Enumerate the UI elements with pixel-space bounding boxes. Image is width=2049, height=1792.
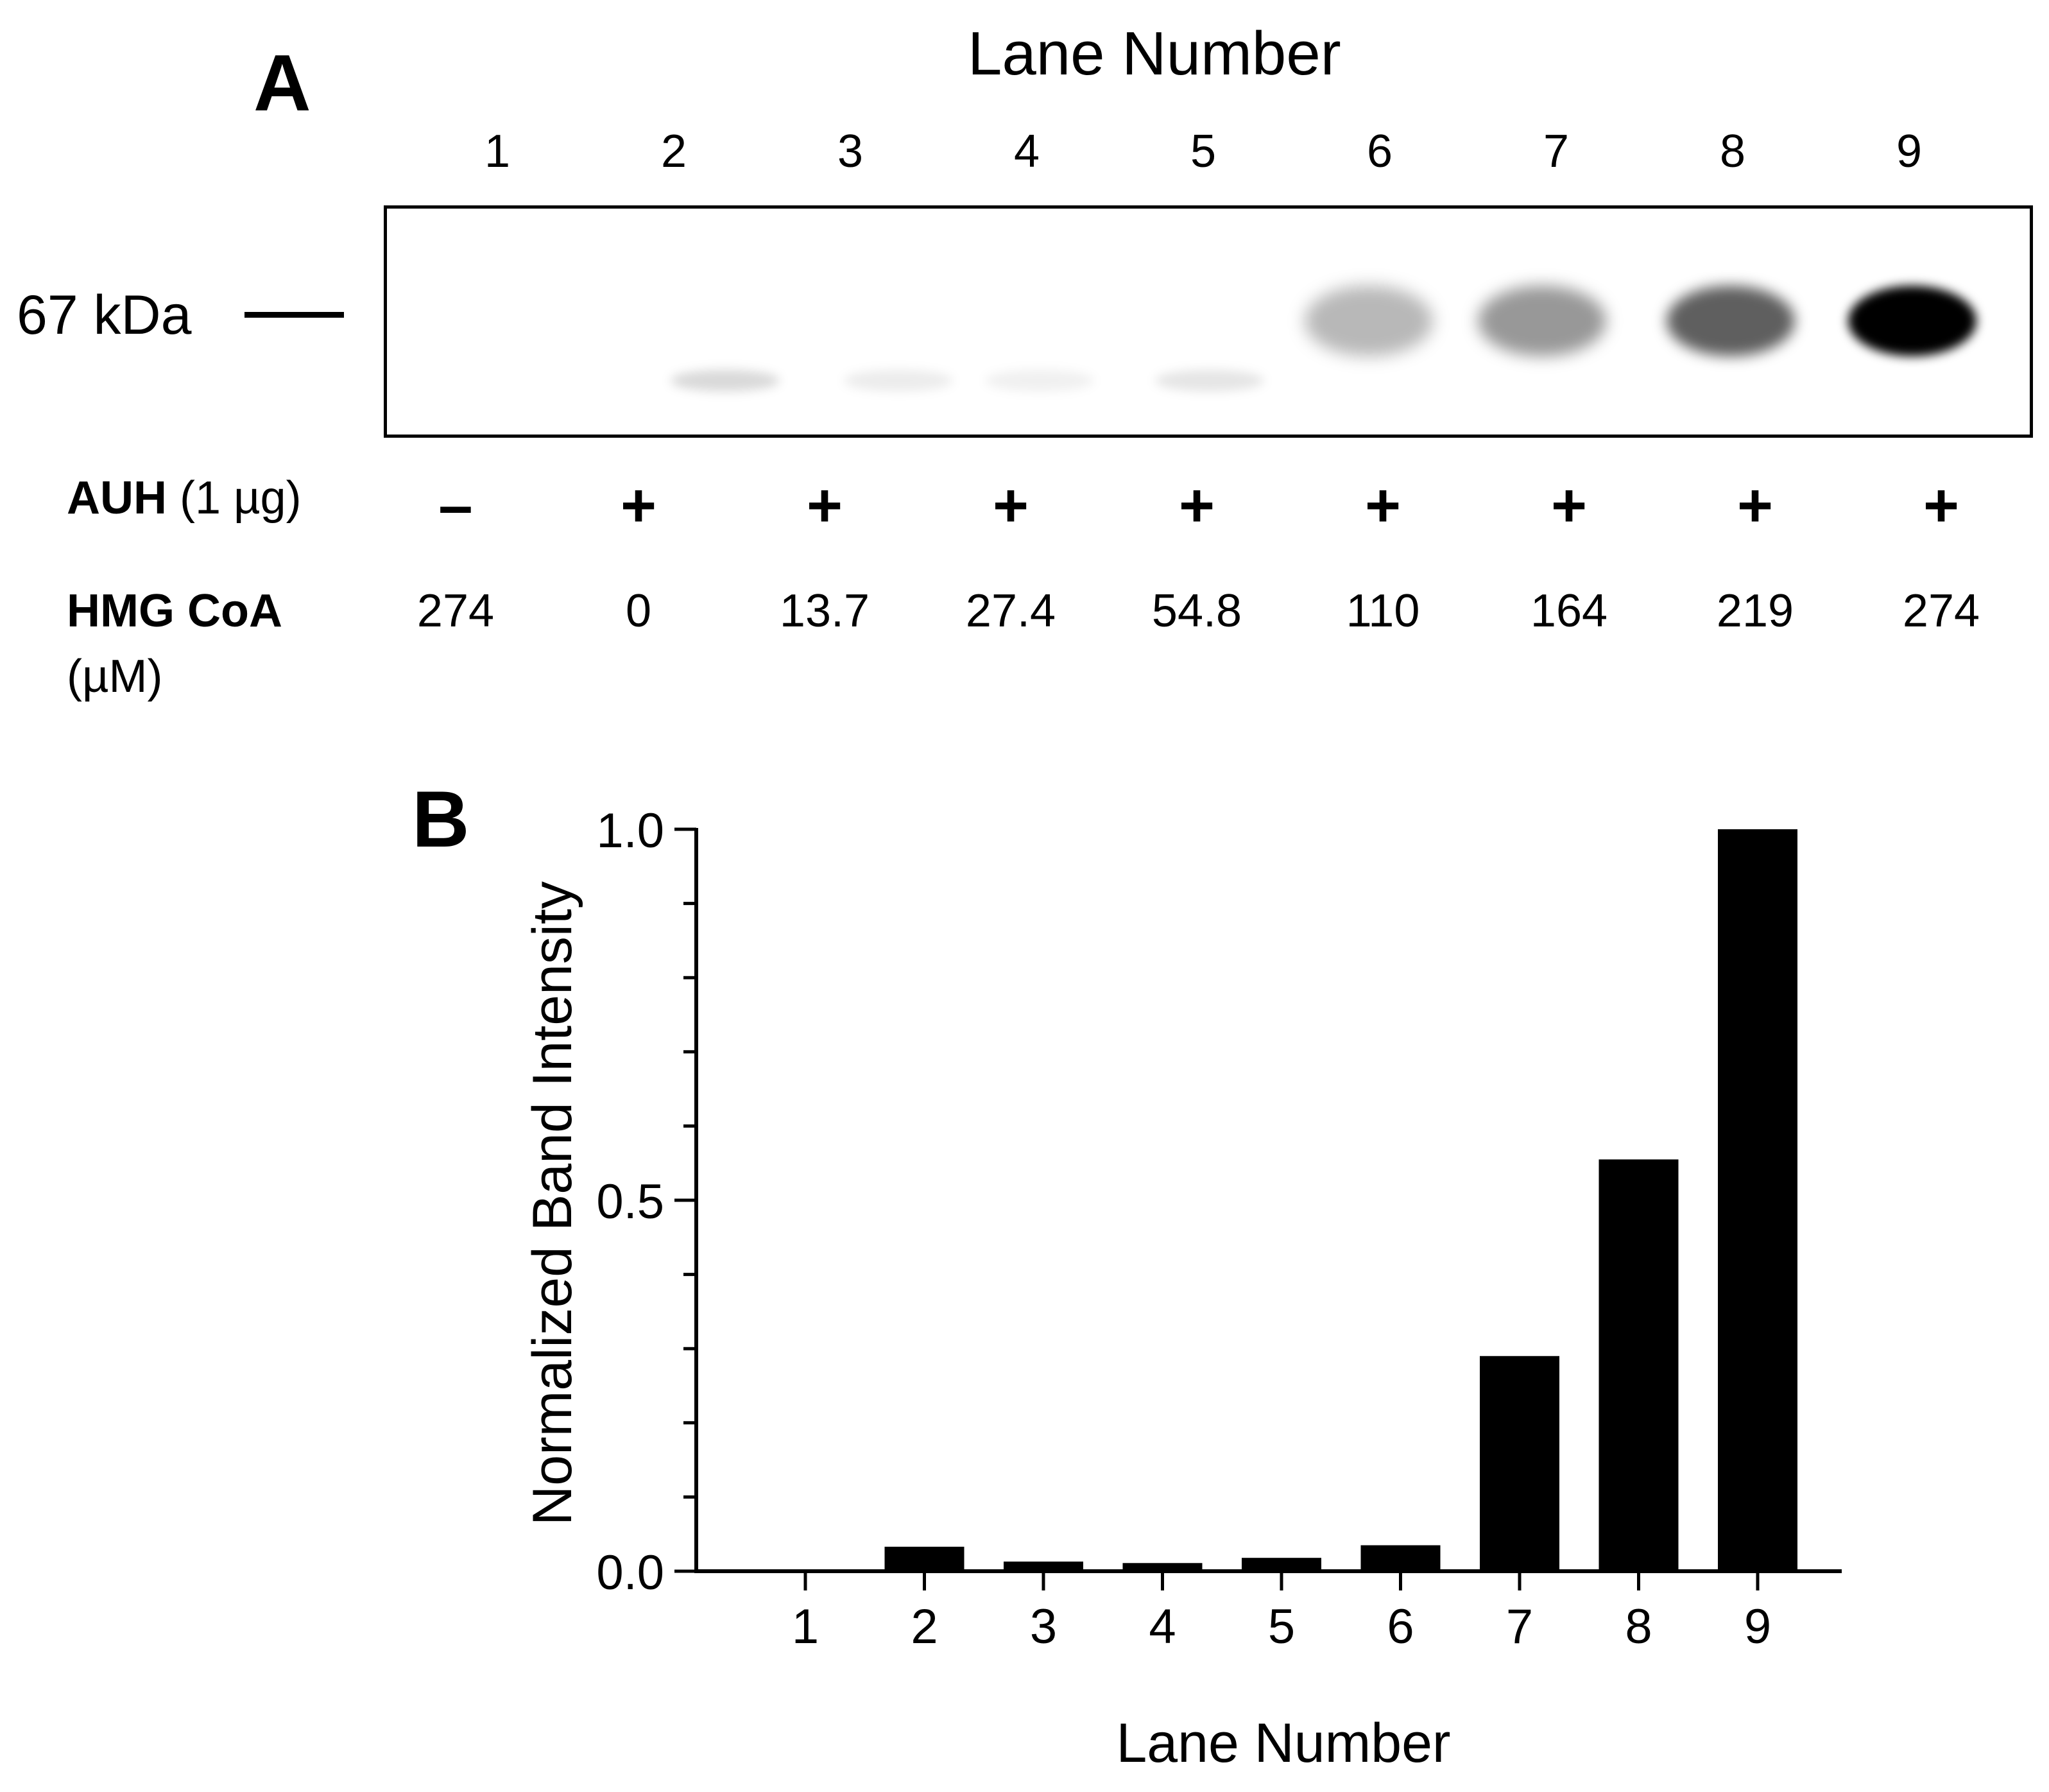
blot-lane-number-6: 6 [1366, 126, 1393, 177]
hmg-value-lane-5: 54.8 [1151, 585, 1242, 637]
x-tick-label: 3 [1030, 1599, 1057, 1654]
blot-band-lane-7 [1478, 286, 1606, 356]
x-tick-label: 9 [1744, 1599, 1771, 1654]
x-axis: 1 2 3 4 5 6 7 8 9 [694, 1569, 1842, 1654]
y-tick-label: 1.0 [596, 804, 664, 858]
auh-value-lane-2: + [620, 471, 657, 540]
x-tick-label: 4 [1149, 1599, 1176, 1654]
panel-a-label: A [253, 39, 311, 128]
hmg-value-lane-7: 164 [1530, 585, 1608, 637]
blot-lane-number-9: 9 [1896, 126, 1923, 177]
hmg-value-lane-3: 13.7 [779, 585, 870, 637]
auh-value-lane-6: + [1364, 471, 1402, 540]
blot-band-lane-2 [671, 370, 780, 392]
bar-lane-9 [1718, 829, 1797, 1571]
blot-lane-number-8: 8 [1719, 126, 1746, 177]
auh-label-amount: (1 µg) [180, 472, 302, 524]
marker-line [244, 312, 344, 318]
western-blot-image [384, 205, 2033, 438]
y-axis-title: Normalized Band Intensity [522, 881, 583, 1526]
blot-band-lane-3 [844, 370, 953, 392]
marker-67kda-label: 67 kDa [17, 284, 192, 346]
hmg-value-lane-9: 274 [1902, 585, 1980, 637]
blot-lane-number-2: 2 [660, 126, 687, 177]
bar-lane-4 [1122, 1563, 1203, 1571]
bar-lane-6 [1360, 1545, 1441, 1571]
blot-band-lane-4 [985, 370, 1094, 392]
auh-value-lane-3: + [806, 471, 843, 540]
auh-value-lane-4: + [992, 471, 1029, 540]
blot-band-lane-9 [1848, 286, 1976, 356]
x-tick-label: 6 [1387, 1599, 1414, 1654]
blot-lane-number-1: 1 [484, 126, 511, 177]
auh-row-label: AUH (1 µg) [67, 475, 302, 521]
bar-lane-8 [1599, 1159, 1679, 1571]
auh-value-lane-1: – [438, 471, 473, 540]
hmg-unit-label: (µM) [67, 651, 163, 702]
hmg-value-lane-1: 274 [416, 585, 495, 637]
auh-value-lane-8: + [1736, 471, 1774, 540]
x-tick-label: 2 [911, 1599, 938, 1654]
blot-lane-number-5: 5 [1190, 126, 1217, 177]
blot-band-lane-5 [1155, 370, 1264, 392]
bar-series [884, 829, 1797, 1571]
blot-lane-number-3: 3 [837, 126, 864, 177]
bar-lane-3 [1004, 1561, 1083, 1571]
blot-lane-number-4: 4 [1013, 126, 1040, 177]
x-tick-label: 7 [1506, 1599, 1533, 1654]
blot-lane-title: Lane Number [968, 19, 1341, 88]
hmg-value-lane-6: 110 [1346, 585, 1420, 637]
panel-b-label: B [412, 775, 470, 864]
bar-lane-7 [1480, 1356, 1559, 1571]
auh-value-lane-7: + [1550, 471, 1588, 540]
hmg-value-lane-4: 27.4 [965, 585, 1056, 637]
auh-value-lane-5: + [1178, 471, 1215, 540]
blot-band-lane-6 [1305, 286, 1433, 356]
bar-lane-2 [884, 1546, 964, 1571]
x-axis-title: Lane Number [1116, 1712, 1450, 1774]
y-axis: 0.0 0.5 1.0 [596, 804, 698, 1600]
hmg-row-label: HMG CoA [67, 585, 282, 637]
y-tick-label: 0.0 [596, 1546, 664, 1600]
y-tick-label: 0.5 [596, 1175, 664, 1229]
auh-label-bold: AUH [67, 472, 167, 524]
x-tick-label: 8 [1625, 1599, 1652, 1654]
blot-lane-number-7: 7 [1543, 126, 1570, 177]
hmg-value-lane-8: 219 [1716, 585, 1794, 637]
bar-lane-5 [1242, 1558, 1321, 1571]
hmg-value-lane-2: 0 [625, 585, 652, 637]
x-tick-label: 5 [1268, 1599, 1295, 1654]
auh-value-lane-9: + [1923, 471, 1960, 540]
blot-band-lane-8 [1667, 286, 1795, 356]
x-tick-label: 1 [792, 1599, 819, 1654]
